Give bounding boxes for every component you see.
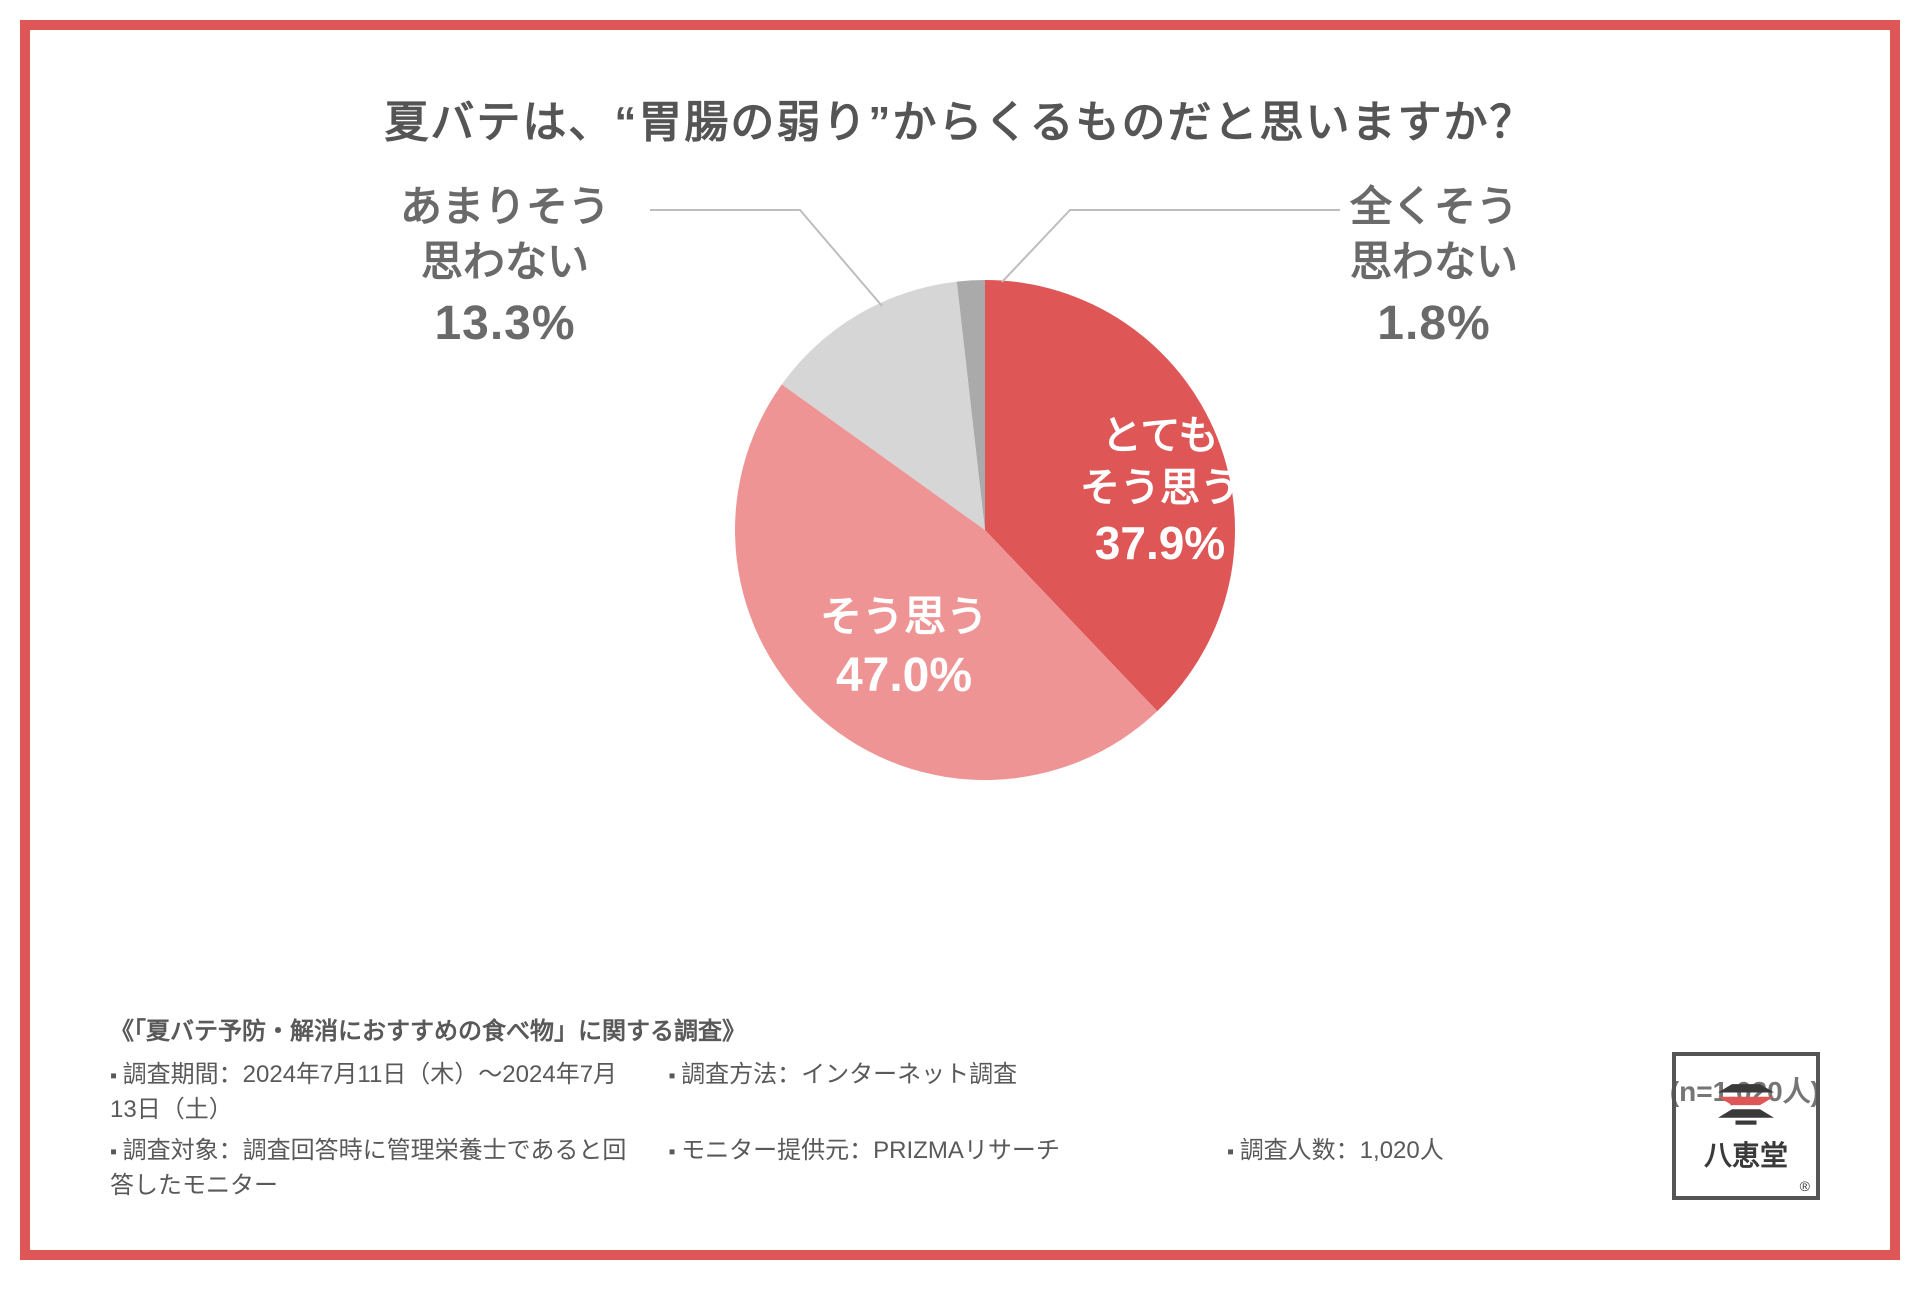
brand-logo: 八恵堂 ® <box>1672 1052 1820 1200</box>
footer-item: モニター提供元：PRIZMAリサーチ <box>669 1130 1188 1200</box>
leader-line <box>1002 210 1340 282</box>
footer-grid: 調査期間：2024年7月11日（木）～2024年7月13日（土） 調査方法：インタ… <box>110 1054 1590 1200</box>
pie-label: そう思う47.0% <box>820 590 988 707</box>
footer: 《「夏バテ予防・解消におすすめの食べ物」に関する調査》 調査期間：2024年7月… <box>110 1011 1590 1200</box>
logo-registered: ® <box>1800 1178 1810 1194</box>
footer-item: 調査期間：2024年7月11日（木）～2024年7月13日（土） <box>110 1054 629 1124</box>
chart-title: 夏バテは、“胃腸の弱り”からくるものだと思いますか？ <box>30 86 1890 150</box>
logo-text: 八恵堂 <box>1704 1134 1788 1174</box>
pie-label: とてもそう思う37.9% <box>1080 410 1240 574</box>
chart-frame: 夏バテは、“胃腸の弱り”からくるものだと思いますか？ (n=1,020人) 《「… <box>20 20 1900 1260</box>
footer-title: 《「夏バテ予防・解消におすすめの食べ物」に関する調査》 <box>110 1011 1590 1046</box>
pie-label: 全くそう思わない1.8% <box>1350 180 1518 356</box>
footer-item: 調査方法：インターネット調査 <box>669 1054 1188 1124</box>
footer-item: 調査対象：調査回答時に管理栄養士であると回答したモニター <box>110 1130 629 1200</box>
pie-label: あまりそう思わない13.3% <box>400 180 610 356</box>
footer-item <box>1227 1054 1590 1124</box>
logo-icon <box>1711 1078 1781 1128</box>
footer-item: 調査人数：1,020人 <box>1227 1130 1590 1200</box>
